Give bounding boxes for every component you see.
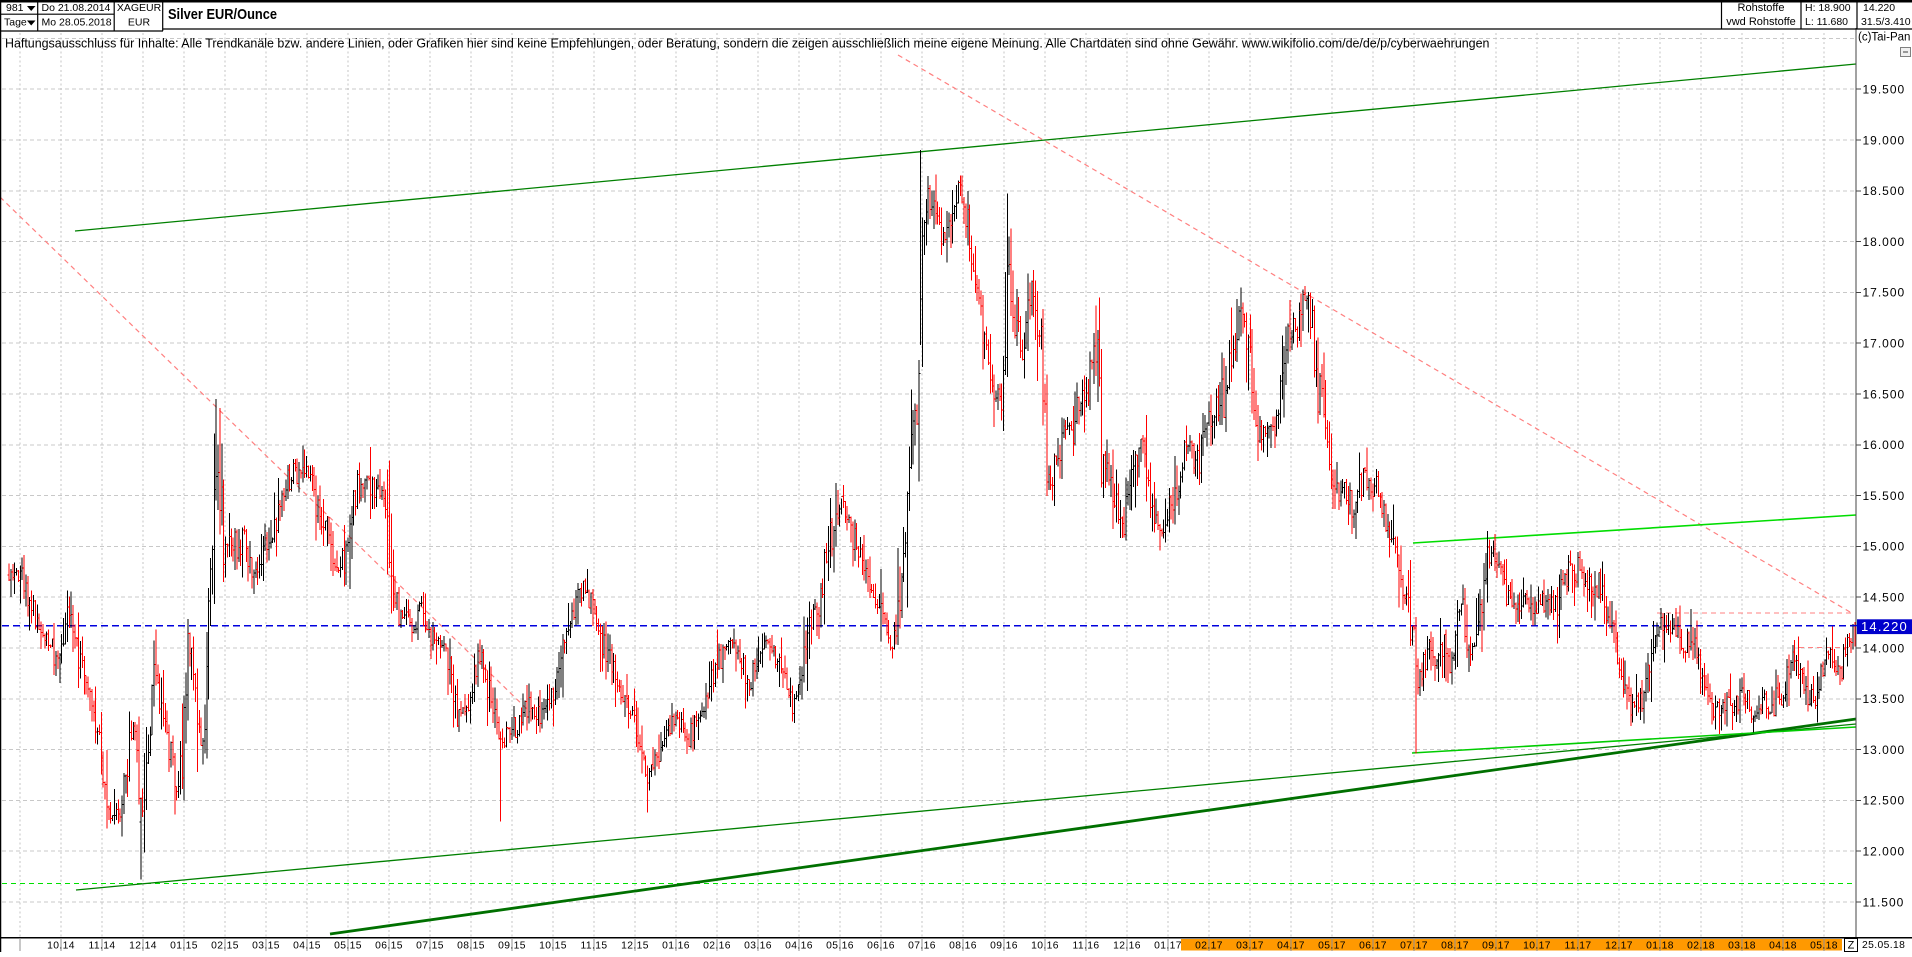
- svg-text:15.000: 15.000: [1863, 540, 1906, 554]
- svg-text:Do 21.08.2014: Do 21.08.2014: [42, 2, 111, 14]
- svg-text:01.17: 01.17: [1154, 941, 1182, 952]
- svg-text:02.18: 02.18: [1687, 941, 1715, 952]
- svg-text:01.18: 01.18: [1646, 941, 1674, 952]
- svg-text:05.15: 05.15: [334, 941, 362, 952]
- svg-text:14.500: 14.500: [1863, 591, 1906, 605]
- svg-text:12.000: 12.000: [1863, 845, 1906, 859]
- svg-text:08.16: 08.16: [949, 941, 977, 952]
- svg-text:07.17: 07.17: [1400, 941, 1428, 952]
- svg-text:11.16: 11.16: [1072, 941, 1099, 952]
- svg-text:03.17: 03.17: [1236, 941, 1264, 952]
- svg-text:11.14: 11.14: [88, 941, 115, 952]
- svg-text:12.500: 12.500: [1863, 794, 1906, 808]
- svg-text:12.14: 12.14: [129, 941, 157, 952]
- svg-text:04.17: 04.17: [1277, 941, 1305, 952]
- svg-text:05.17: 05.17: [1318, 941, 1346, 952]
- svg-text:10.15: 10.15: [539, 941, 567, 952]
- svg-text:07.16: 07.16: [908, 941, 936, 952]
- svg-text:19.000: 19.000: [1863, 133, 1906, 147]
- svg-text:12.15: 12.15: [621, 941, 649, 952]
- svg-text:06.16: 06.16: [867, 941, 895, 952]
- svg-text:06.17: 06.17: [1359, 941, 1387, 952]
- svg-text:13.000: 13.000: [1863, 743, 1906, 757]
- svg-text:03.18: 03.18: [1728, 941, 1756, 952]
- svg-text:17.500: 17.500: [1863, 286, 1906, 300]
- svg-text:01.16: 01.16: [662, 941, 690, 952]
- svg-text:03.16: 03.16: [744, 941, 772, 952]
- svg-text:08.15: 08.15: [457, 941, 485, 952]
- svg-text:11.17: 11.17: [1564, 941, 1591, 952]
- svg-text:11.15: 11.15: [580, 941, 607, 952]
- svg-text:04.16: 04.16: [785, 941, 813, 952]
- svg-text:vwd Rohstoffe: vwd Rohstoffe: [1726, 16, 1796, 28]
- svg-text:Z: Z: [1848, 940, 1855, 952]
- svg-text:12.16: 12.16: [1113, 941, 1141, 952]
- svg-text:05.18: 05.18: [1810, 941, 1838, 952]
- svg-text:03.15: 03.15: [252, 941, 280, 952]
- svg-text:Rohstoffe: Rohstoffe: [1738, 2, 1785, 14]
- svg-text:14.220: 14.220: [1863, 2, 1895, 14]
- svg-text:09.16: 09.16: [990, 941, 1018, 952]
- svg-text:02.16: 02.16: [703, 941, 731, 952]
- svg-text:Silver EUR/Ounce: Silver EUR/Ounce: [168, 6, 277, 23]
- svg-text:14.000: 14.000: [1863, 641, 1906, 655]
- svg-text:10.16: 10.16: [1031, 941, 1059, 952]
- svg-text:(c)Tai-Pan: (c)Tai-Pan: [1858, 32, 1910, 44]
- svg-text:18.500: 18.500: [1863, 184, 1906, 198]
- svg-text:02.17: 02.17: [1195, 941, 1223, 952]
- svg-text:H: 18.900: H: 18.900: [1805, 2, 1851, 14]
- svg-text:Haftungsausschluss für Inhalte: Haftungsausschluss für Inhalte: Alle Tre…: [5, 37, 1489, 51]
- svg-text:10.17: 10.17: [1523, 941, 1551, 952]
- svg-text:09.17: 09.17: [1482, 941, 1510, 952]
- svg-text:25.05.18: 25.05.18: [1862, 940, 1905, 951]
- svg-text:16.000: 16.000: [1863, 438, 1906, 452]
- svg-text:05.16: 05.16: [826, 941, 854, 952]
- svg-text:EUR: EUR: [128, 17, 151, 29]
- svg-text:11.500: 11.500: [1863, 895, 1905, 909]
- svg-text:06.15: 06.15: [375, 941, 403, 952]
- svg-text:Tage: Tage: [4, 17, 27, 29]
- svg-text:13.500: 13.500: [1863, 692, 1906, 706]
- svg-text:17.000: 17.000: [1863, 337, 1906, 351]
- svg-text:10.14: 10.14: [47, 941, 75, 952]
- svg-text:15.500: 15.500: [1863, 489, 1906, 503]
- svg-text:16.500: 16.500: [1863, 387, 1906, 401]
- svg-text:07.15: 07.15: [416, 941, 444, 952]
- svg-text:31.5/3.410: 31.5/3.410: [1861, 16, 1911, 28]
- svg-text:04.18: 04.18: [1769, 941, 1797, 952]
- svg-text:18.000: 18.000: [1863, 235, 1906, 249]
- svg-text:09.15: 09.15: [498, 941, 526, 952]
- svg-text:14.220: 14.220: [1861, 619, 1908, 634]
- svg-text:XAGEUR: XAGEUR: [117, 2, 162, 14]
- svg-text:02.15: 02.15: [211, 941, 239, 952]
- svg-text:981: 981: [6, 2, 24, 14]
- svg-text:19.500: 19.500: [1863, 83, 1906, 97]
- svg-text:04.15: 04.15: [293, 941, 321, 952]
- svg-text:08.17: 08.17: [1441, 941, 1469, 952]
- svg-text:L: 11.680: L: 11.680: [1805, 16, 1848, 28]
- svg-text:01.15: 01.15: [170, 941, 198, 952]
- svg-text:12.17: 12.17: [1605, 941, 1633, 952]
- svg-text:Mo 28.05.2018: Mo 28.05.2018: [42, 17, 112, 29]
